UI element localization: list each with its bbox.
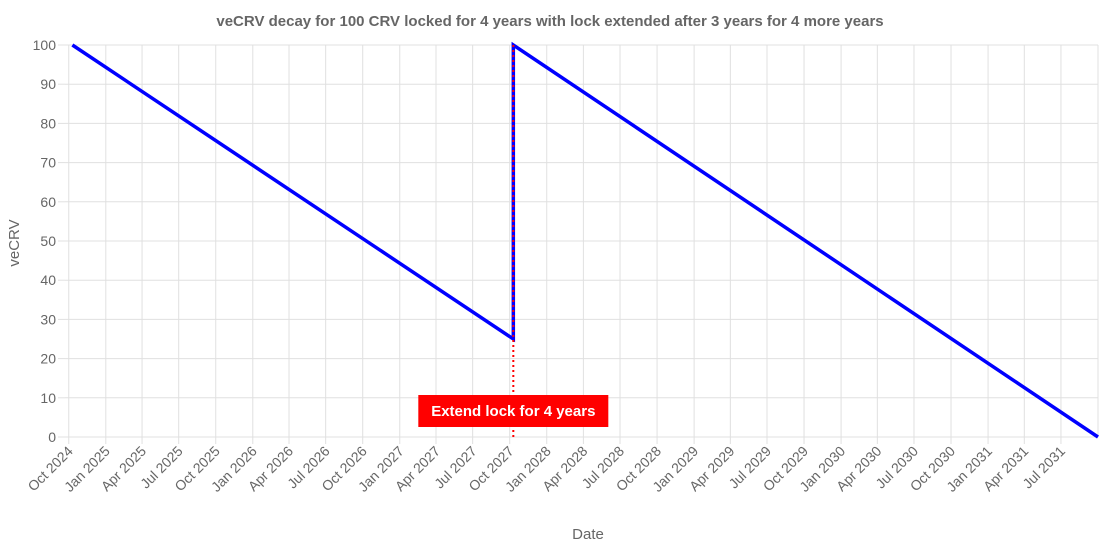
y-tick-label: 40	[40, 272, 56, 288]
annotation-layer: Extend lock for 4 years	[418, 45, 609, 437]
x-axis-title: Date	[572, 526, 604, 543]
y-tick-label: 0	[48, 429, 56, 445]
y-tick-label: 80	[40, 115, 56, 131]
annotation-label: Extend lock for 4 years	[431, 403, 595, 420]
y-tick-label: 30	[40, 311, 56, 327]
y-axis-title: veCRV	[6, 219, 23, 266]
annotation-label-box	[418, 395, 609, 427]
y-tick-label: 90	[40, 76, 56, 92]
y-tick-label: 60	[40, 194, 56, 210]
chart-title: veCRV decay for 100 CRV locked for 4 yea…	[216, 13, 883, 30]
y-axis-ticks: 0 10 20 30 40 50 60 70 80 90 100	[33, 37, 57, 445]
grid-lines	[58, 44, 1099, 444]
y-tick-label: 50	[40, 233, 56, 249]
y-tick-label: 10	[40, 390, 56, 406]
y-tick-label: 70	[40, 155, 56, 171]
y-tick-label: 100	[33, 37, 57, 53]
y-tick-label: 20	[40, 351, 56, 367]
